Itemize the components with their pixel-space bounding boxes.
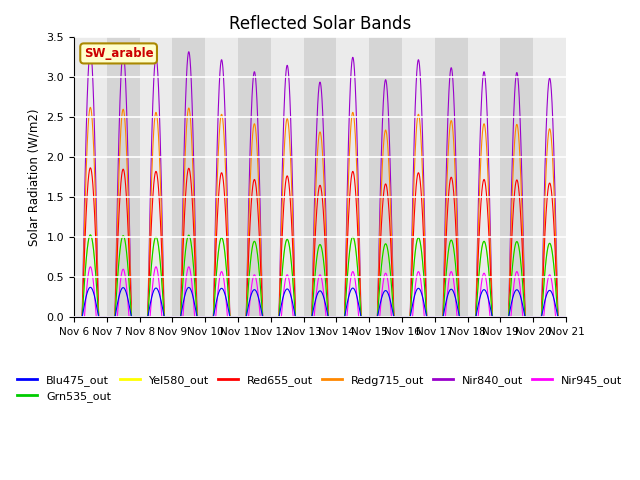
Bar [107, 37, 140, 317]
Bar [369, 37, 402, 317]
Bar [303, 37, 337, 317]
Bar [74, 37, 107, 317]
Bar [533, 37, 566, 317]
Text: SW_arable: SW_arable [84, 47, 154, 60]
Bar [402, 37, 435, 317]
Bar [172, 37, 205, 317]
Bar [271, 37, 303, 317]
Legend: Blu475_out, Grn535_out, Yel580_out, Red655_out, Redg715_out, Nir840_out, Nir945_: Blu475_out, Grn535_out, Yel580_out, Red6… [13, 370, 627, 407]
Bar [500, 37, 533, 317]
Bar [337, 37, 369, 317]
Bar [435, 37, 468, 317]
Y-axis label: Solar Radiation (W/m2): Solar Radiation (W/m2) [28, 108, 41, 246]
Bar [238, 37, 271, 317]
Title: Reflected Solar Bands: Reflected Solar Bands [229, 15, 411, 33]
Bar [140, 37, 172, 317]
Bar [205, 37, 238, 317]
Bar [468, 37, 500, 317]
